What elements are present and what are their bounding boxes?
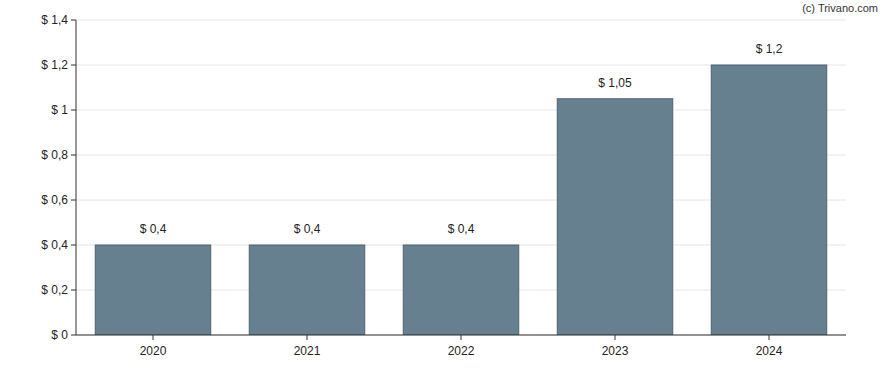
x-tick [461,335,462,340]
y-tick [71,200,76,201]
chart-svg: $ 0 $ 0,2 $ 0,4 $ 0,6 $ 0,8 $ 1 $ 1,2 $ 1,4 $ 0,… [0,0,888,370]
y-tick [71,110,76,111]
y-tick-label: $ 0,2 [41,283,68,297]
y-tick-label: $ 0,6 [41,193,68,207]
bar [557,99,673,335]
y-tick-label: $ 0 [51,328,68,342]
bar [249,245,365,335]
x-tick-label: 2021 [294,344,321,358]
x-tick [307,335,308,340]
chart-container: $ 0 $ 0,2 $ 0,4 $ 0,6 $ 0,8 $ 1 $ 1,2 $ 1,4 $ 0,… [0,0,888,370]
data-label: $ 1,05 [598,76,632,90]
grid-line [76,20,846,21]
x-tick [769,335,770,340]
y-tick-label: $ 1,2 [41,58,68,72]
bar [403,245,519,335]
y-tick-label: $ 0,8 [41,148,68,162]
y-tick [71,20,76,21]
x-tick-label: 2024 [756,344,783,358]
data-label: $ 0,4 [448,222,475,236]
y-tick-label: $ 1,4 [41,13,68,27]
y-axis [76,20,77,335]
data-label: $ 1,2 [756,42,783,56]
bar [95,245,211,335]
y-tick [71,155,76,156]
x-tick-label: 2022 [448,344,475,358]
y-tick-label: $ 0,4 [41,238,68,252]
y-tick [71,290,76,291]
y-tick-label: $ 1 [51,103,68,117]
x-tick [153,335,154,340]
x-tick-label: 2020 [140,344,167,358]
bar [711,65,827,335]
y-tick [71,65,76,66]
y-tick [71,245,76,246]
data-label: $ 0,4 [140,222,167,236]
bars [95,65,827,335]
data-label: $ 0,4 [294,222,321,236]
y-tick [71,335,76,336]
x-tick [615,335,616,340]
x-tick-label: 2023 [602,344,629,358]
annotation: (c) Trivano.com [802,2,878,14]
